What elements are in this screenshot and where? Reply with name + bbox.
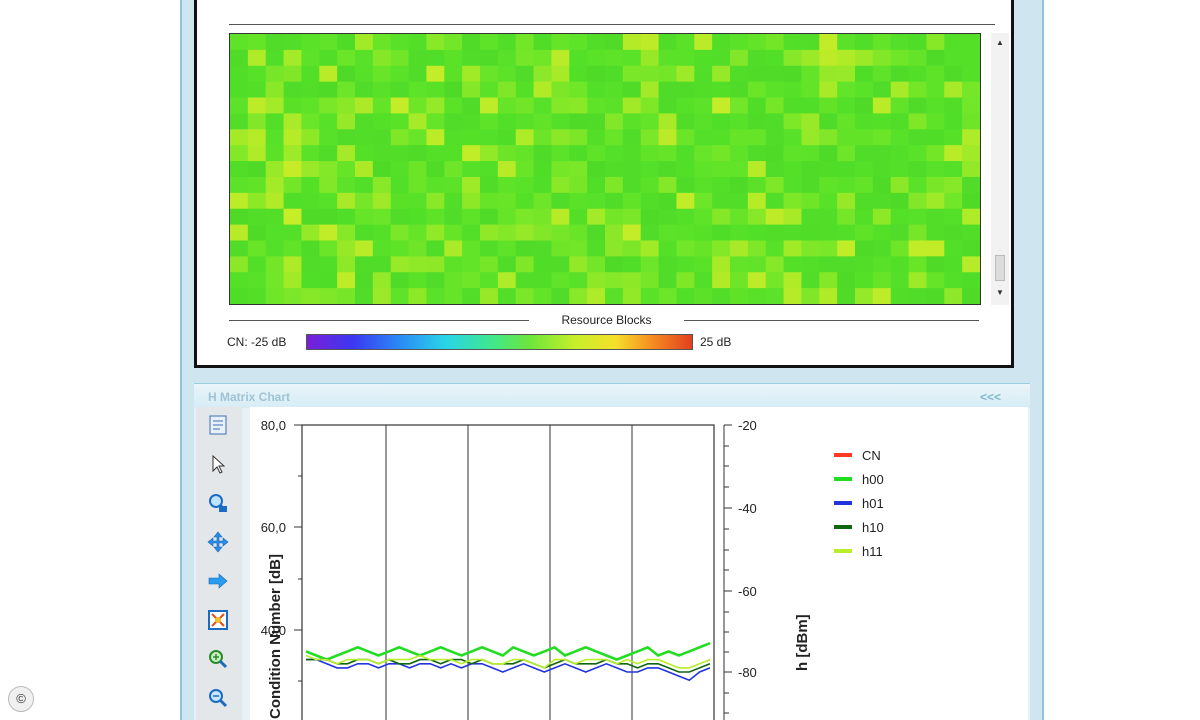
axis-line xyxy=(229,320,529,321)
pan-icon[interactable] xyxy=(206,530,230,554)
h-matrix-panel: H Matrix Chart <<< xyxy=(194,383,1030,720)
scroll-thumb[interactable] xyxy=(995,255,1005,281)
scroll-down-icon[interactable]: ▼ xyxy=(996,288,1004,297)
y2-tick-label: -20 xyxy=(738,418,757,433)
y2-axis-title: h [dBm] xyxy=(794,614,811,671)
heatmap-canvas xyxy=(230,34,980,304)
cn-heatmap[interactable] xyxy=(229,33,981,305)
collapse-button[interactable]: <<< xyxy=(980,390,1002,404)
colorbar-max-label: 25 dB xyxy=(700,335,732,349)
chart-legend: CN h00 h01 h10 h11 xyxy=(834,448,884,559)
y2-tick-label: -80 xyxy=(738,665,757,680)
y2-tick-label: -60 xyxy=(738,584,757,599)
arrow-right-icon[interactable] xyxy=(206,569,230,593)
legend-label-h00: h00 xyxy=(862,472,884,487)
colorbar xyxy=(306,334,693,350)
y2-tick-label: -40 xyxy=(738,501,757,516)
y-tick-label: 80,0 xyxy=(261,418,286,433)
y-axis-title: Condition Number [dB] xyxy=(267,554,284,719)
application-window: ▲ ▼ Resource Blocks CN: -25 dB 25 dB H M… xyxy=(180,0,1044,720)
resource-blocks-label: Resource Blocks xyxy=(561,313,652,327)
heatmap-scrollbar[interactable]: ▲ ▼ xyxy=(991,33,1009,305)
panel-title: H Matrix Chart xyxy=(208,390,291,404)
heatmap-panel: ▲ ▼ Resource Blocks CN: -25 dB 25 dB xyxy=(194,0,1014,368)
series-line-h11 xyxy=(305,654,711,669)
plot-frame xyxy=(301,424,715,720)
legend-label-CN: CN xyxy=(862,448,881,463)
scroll-up-icon[interactable]: ▲ xyxy=(996,38,1004,47)
y-tick-label: 40,0 xyxy=(261,623,286,638)
resource-blocks-axis: Resource Blocks xyxy=(229,312,979,328)
h-matrix-line-chart: 80,0 60,0 40,0 -20 -40 -60 -80 Condition… xyxy=(261,418,884,720)
zoom-box-icon[interactable] xyxy=(206,608,230,632)
chart-area[interactable]: 80,0 60,0 40,0 -20 -40 -60 -80 Condition… xyxy=(250,407,1028,720)
legend-label-h11: h11 xyxy=(862,544,883,559)
chart-toolbar xyxy=(196,407,242,720)
zoom-out-icon[interactable] xyxy=(206,686,230,710)
copyright-badge: © xyxy=(8,686,34,712)
y-tick-label: 60,0 xyxy=(261,520,286,535)
legend-label-h01: h01 xyxy=(862,496,884,511)
divider xyxy=(229,24,995,25)
series-line-h00 xyxy=(305,641,711,661)
properties-icon[interactable] xyxy=(206,413,230,437)
series-line-h01 xyxy=(306,658,711,682)
legend-label-h10: h10 xyxy=(862,520,884,535)
pointer-icon[interactable] xyxy=(206,452,230,476)
axis-line xyxy=(684,320,979,321)
zoom-in-icon[interactable] xyxy=(206,647,230,671)
zoom-fit-icon[interactable] xyxy=(206,491,230,515)
panel-header: H Matrix Chart <<< xyxy=(194,383,1030,408)
colorbar-min-label: CN: -25 dB xyxy=(227,335,287,349)
